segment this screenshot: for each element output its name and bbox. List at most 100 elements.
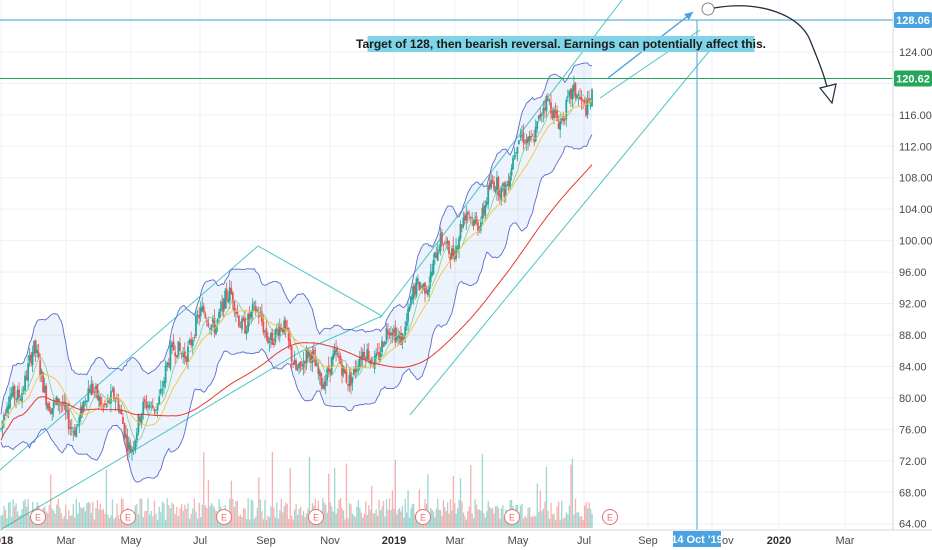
annotation-label[interactable]: Target of 128, then bearish reversal. Ea… bbox=[356, 36, 766, 52]
volume-bar bbox=[458, 499, 460, 528]
candle-body bbox=[582, 100, 584, 102]
volume-bar bbox=[270, 506, 272, 528]
volume-bar bbox=[105, 469, 108, 528]
volume-bar bbox=[348, 503, 351, 528]
time-axis[interactable]: 14 Oct '19 2018 Mar May Jul Sep Nov 2019 Mar May J… bbox=[0, 529, 932, 547]
volume-bar bbox=[368, 504, 370, 528]
level-price-badge[interactable] bbox=[894, 11, 932, 28]
volume-bar bbox=[519, 505, 522, 528]
candle-body bbox=[358, 358, 361, 369]
volume-bar bbox=[331, 506, 333, 528]
price-tick-label: 88.00 bbox=[899, 330, 927, 342]
candle-body bbox=[13, 385, 16, 399]
volume-bar bbox=[533, 515, 535, 528]
candle-body bbox=[566, 96, 569, 98]
annotation-text[interactable]: Target of 128, then bearish reversal. Ea… bbox=[356, 37, 766, 51]
level-price-label[interactable]: 120.62 bbox=[896, 73, 930, 85]
projection-target-point[interactable] bbox=[701, 2, 715, 16]
candle-body bbox=[233, 301, 236, 311]
time-tick-label: 2020 bbox=[767, 535, 791, 547]
volume-bar bbox=[455, 513, 457, 528]
earnings-marker[interactable] bbox=[504, 509, 520, 525]
candle-body bbox=[591, 89, 593, 107]
candle-body bbox=[491, 180, 494, 183]
horizontal-levels[interactable]: 128.06 120.62 bbox=[0, 11, 932, 87]
candle-body bbox=[75, 427, 78, 438]
candle-body bbox=[515, 152, 517, 154]
candle-body bbox=[321, 384, 324, 389]
candle-body bbox=[345, 371, 348, 383]
price-axis[interactable]: 124.00 116.00 112.00 108.00 104.00 100.00 96.0… bbox=[892, 0, 932, 531]
candle-body bbox=[466, 211, 469, 215]
level-price-label[interactable]: 128.06 bbox=[896, 15, 930, 27]
volume-bar bbox=[187, 503, 189, 528]
volume-bar bbox=[363, 513, 365, 528]
volume-bar bbox=[437, 498, 439, 528]
earnings-marker[interactable] bbox=[216, 509, 232, 525]
volume-bar bbox=[29, 515, 31, 528]
volume-bar bbox=[68, 510, 70, 528]
volume-bar bbox=[486, 511, 488, 528]
candle-body bbox=[286, 328, 289, 330]
volume-bar bbox=[107, 514, 109, 528]
candle-body bbox=[431, 271, 433, 276]
price-tick-label: 80.00 bbox=[899, 393, 927, 405]
candle-body bbox=[293, 359, 296, 365]
volume-bar bbox=[445, 511, 447, 528]
volume-bar bbox=[25, 506, 28, 528]
earnings-marker[interactable] bbox=[120, 509, 136, 525]
volume-bar bbox=[212, 505, 214, 528]
candle-body bbox=[34, 340, 37, 353]
volume-bar bbox=[551, 514, 554, 528]
candle-body bbox=[82, 401, 85, 412]
candle-body bbox=[459, 224, 462, 239]
volume-bar bbox=[588, 502, 590, 528]
candle-body bbox=[327, 365, 330, 372]
candle-body bbox=[4, 413, 7, 415]
volume-bar bbox=[242, 508, 245, 528]
volume-bar bbox=[163, 503, 165, 528]
price-tick-label: 124.00 bbox=[899, 47, 932, 59]
volume-bar bbox=[342, 510, 345, 528]
candle-body bbox=[364, 357, 367, 360]
candle-body bbox=[463, 215, 466, 221]
reversal-curve[interactable] bbox=[713, 5, 831, 101]
candle-body bbox=[105, 404, 108, 406]
candle-body bbox=[155, 409, 157, 411]
candle-body bbox=[219, 309, 222, 312]
candle-body bbox=[40, 370, 43, 375]
volume-bar bbox=[561, 500, 563, 528]
candle-body bbox=[236, 311, 239, 315]
volume-bar bbox=[544, 501, 546, 528]
volume-bar bbox=[56, 504, 58, 528]
price-tick-label: 96.00 bbox=[899, 267, 927, 279]
candle-body bbox=[227, 298, 230, 303]
earnings-marker[interactable] bbox=[415, 509, 431, 525]
volume-bar bbox=[102, 508, 105, 528]
candle-body bbox=[268, 341, 271, 343]
earnings-marker[interactable] bbox=[30, 509, 46, 525]
candle-body bbox=[528, 136, 531, 141]
candle-body bbox=[494, 189, 497, 192]
price-tick-label: 100.00 bbox=[899, 236, 932, 248]
volume-bar bbox=[524, 516, 526, 528]
candle-body bbox=[230, 287, 233, 294]
crosshair-date-label[interactable]: 14 Oct '19 bbox=[671, 534, 723, 546]
channel-line bbox=[409, 37, 721, 416]
candle-body bbox=[496, 177, 498, 192]
candle-body bbox=[93, 391, 96, 393]
volume-bar bbox=[456, 508, 459, 528]
volume-bar bbox=[75, 498, 77, 528]
earnings-marker[interactable] bbox=[602, 509, 618, 525]
volume-bar bbox=[428, 516, 430, 528]
earnings-marker[interactable] bbox=[308, 509, 324, 525]
candle-body bbox=[247, 313, 249, 332]
candle-body bbox=[202, 306, 205, 313]
volume-bar bbox=[338, 499, 340, 528]
candle-body bbox=[228, 287, 231, 302]
level-price-badge[interactable] bbox=[894, 70, 932, 87]
crosshair-date-badge[interactable] bbox=[673, 531, 721, 547]
candle-body bbox=[199, 307, 202, 317]
